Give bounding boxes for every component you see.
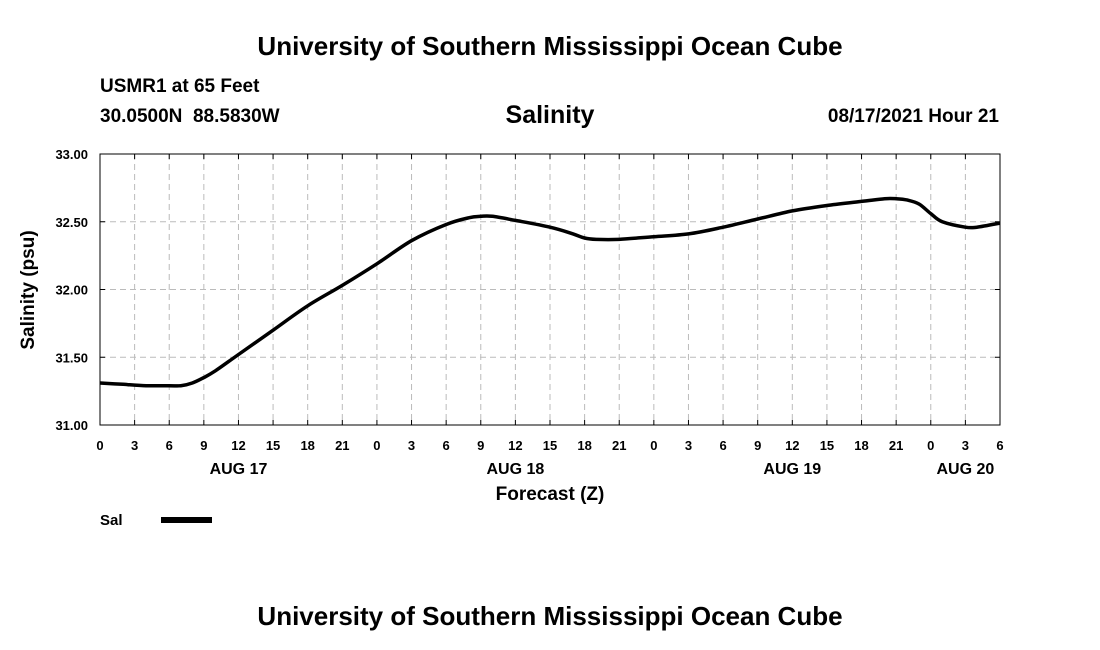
- legend-label: Sal: [100, 512, 123, 529]
- x-tick-label: 0: [927, 438, 934, 453]
- y-tick-label: 31.50: [55, 350, 88, 365]
- station-label: USMR1 at 65 Feet: [100, 76, 260, 97]
- x-tick-label: 6: [719, 438, 726, 453]
- y-tick-label: 32.50: [55, 215, 88, 230]
- x-tick-label: 15: [543, 438, 557, 453]
- x-tick-label: 0: [96, 438, 103, 453]
- date-labels: AUG 17 AUG 18 AUG 19 AUG 20: [210, 461, 995, 478]
- station-coords: 30.0500N 88.5830W: [100, 106, 280, 127]
- date-label: AUG 20: [936, 461, 994, 478]
- grid-lines: [100, 154, 1000, 425]
- x-tick-label: 18: [577, 438, 591, 453]
- x-tick-label: 6: [166, 438, 173, 453]
- x-axis: 0 3 6 9 12 15 18 21 0 3 6 9 12 15 18 21 0 3 6 9 12 15 18 21 0 3 6: [96, 154, 1004, 453]
- date-label: AUG 18: [486, 461, 544, 478]
- top-title: University of Southern Mississippi Ocean…: [257, 31, 843, 61]
- x-tick-label: 6: [443, 438, 450, 453]
- x-tick-label: 6: [996, 438, 1003, 453]
- x-tick-label: 15: [266, 438, 280, 453]
- x-tick-label: 21: [612, 438, 626, 453]
- y-axis-title: Salinity (psu): [18, 230, 39, 349]
- x-tick-label: 18: [854, 438, 868, 453]
- x-tick-label: 0: [650, 438, 657, 453]
- date-label: AUG 19: [763, 461, 821, 478]
- y-axis: 31.00 31.50 32.00 32.50 33.00: [55, 147, 1000, 433]
- y-tick-label: 33.00: [55, 147, 88, 162]
- y-tick-label: 32.00: [55, 283, 88, 298]
- x-tick-label: 21: [335, 438, 349, 453]
- x-tick-label: 18: [300, 438, 314, 453]
- x-tick-label: 9: [754, 438, 761, 453]
- date-label: AUG 17: [210, 461, 268, 478]
- x-tick-label: 9: [477, 438, 484, 453]
- datetime-label: 08/17/2021 Hour 21: [827, 106, 999, 127]
- x-tick-label: 12: [508, 438, 522, 453]
- bottom-title: University of Southern Mississippi Ocean…: [257, 601, 843, 631]
- x-tick-label: 9: [200, 438, 207, 453]
- x-tick-label: 12: [231, 438, 245, 453]
- x-tick-label: 0: [373, 438, 380, 453]
- x-tick-label: 15: [820, 438, 834, 453]
- series-group: [99, 196, 1001, 388]
- x-tick-label: 12: [785, 438, 799, 453]
- x-tick-label: 3: [131, 438, 138, 453]
- x-tick-label: 3: [685, 438, 692, 453]
- x-tick-label: 3: [962, 438, 969, 453]
- variable-title: Salinity: [505, 101, 595, 129]
- x-tick-label: 3: [408, 438, 415, 453]
- series-line-sal: [99, 196, 1001, 388]
- y-tick-label: 31.00: [55, 418, 88, 433]
- legend-swatch: [161, 517, 212, 523]
- x-tick-label: 21: [889, 438, 903, 453]
- x-axis-title: Forecast (Z): [496, 484, 605, 505]
